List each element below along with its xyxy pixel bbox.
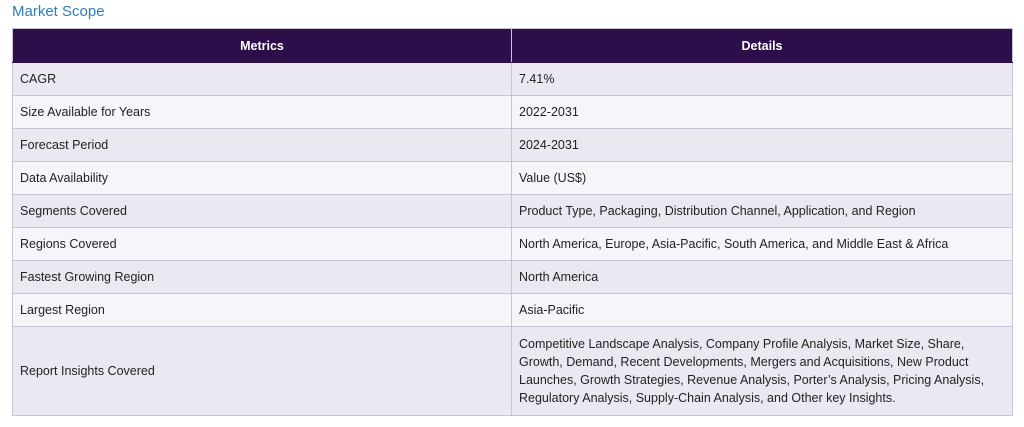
table-header-row: Metrics Details (12, 28, 1013, 63)
metric-cell: Fastest Growing Region (12, 260, 512, 294)
details-cell: Competitive Landscape Analysis, Company … (511, 326, 1013, 416)
details-cell: 2024-2031 (511, 128, 1013, 162)
metric-cell: Largest Region (12, 293, 512, 327)
details-cell: North America, Europe, Asia-Pacific, Sou… (511, 227, 1013, 261)
metric-cell: Regions Covered (12, 227, 512, 261)
column-header-metrics: Metrics (12, 28, 512, 63)
table-row: Size Available for Years 2022-2031 (12, 95, 1013, 129)
metric-cell: Segments Covered (12, 194, 512, 228)
table-row: Largest Region Asia-Pacific (12, 293, 1013, 327)
metric-cell: Size Available for Years (12, 95, 512, 129)
details-cell: Value (US$) (511, 161, 1013, 195)
details-cell: 7.41% (511, 62, 1013, 96)
metric-cell: CAGR (12, 62, 512, 96)
table-row: Regions Covered North America, Europe, A… (12, 227, 1013, 261)
page-title: Market Scope (12, 3, 105, 20)
details-cell: 2022-2031 (511, 95, 1013, 129)
details-cell: Asia-Pacific (511, 293, 1013, 327)
table-row: Fastest Growing Region North America (12, 260, 1013, 294)
details-cell: Product Type, Packaging, Distribution Ch… (511, 194, 1013, 228)
column-header-details: Details (511, 28, 1013, 63)
table-row: Segments Covered Product Type, Packaging… (12, 194, 1013, 228)
market-scope-table: Metrics Details CAGR 7.41% Size Availabl… (12, 28, 1013, 416)
details-cell: North America (511, 260, 1013, 294)
table-row: Data Availability Value (US$) (12, 161, 1013, 195)
table-row: Forecast Period 2024-2031 (12, 128, 1013, 162)
metric-cell: Report Insights Covered (12, 326, 512, 416)
table-row: CAGR 7.41% (12, 62, 1013, 96)
metric-cell: Forecast Period (12, 128, 512, 162)
metric-cell: Data Availability (12, 161, 512, 195)
table-row: Report Insights Covered Competitive Land… (12, 326, 1013, 416)
